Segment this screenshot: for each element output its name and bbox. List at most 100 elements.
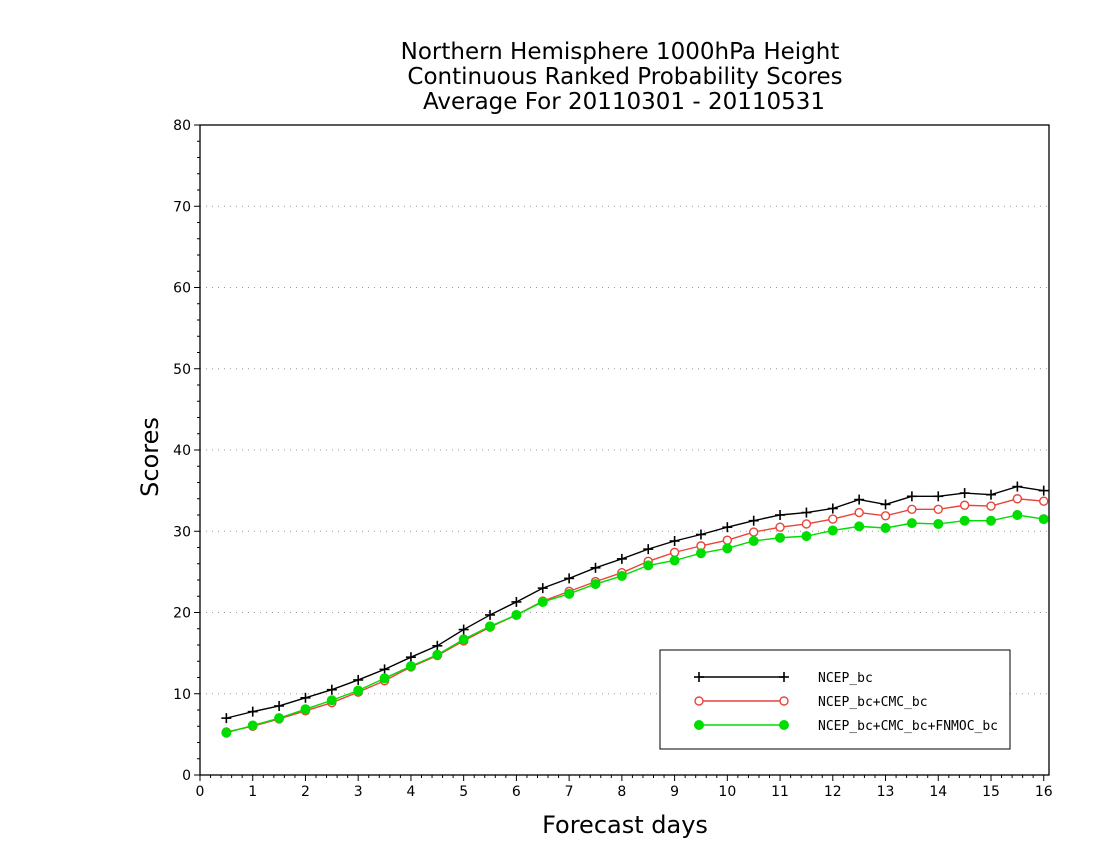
grid-lines	[200, 205, 1049, 695]
data-point	[959, 488, 970, 499]
legend: NCEP_bc NCEP_bc+CMC_bc NCEP_bc+CMC_bc+FNMO…	[659, 649, 1011, 750]
y-tick-label: 40	[173, 443, 191, 459]
plot-series	[221, 481, 1049, 738]
data-point	[564, 573, 575, 584]
data-point	[827, 503, 838, 514]
data-point	[300, 692, 311, 703]
data-point	[722, 522, 733, 533]
y-tick-label: 20	[173, 606, 191, 622]
data-point	[485, 621, 496, 632]
data-point	[828, 514, 838, 524]
data-point	[564, 588, 575, 599]
data-point	[379, 673, 390, 684]
data-point	[748, 515, 759, 526]
title-line-2: Continuous Ranked Probability Scores	[407, 64, 842, 90]
legend-entry: NCEP_bc	[694, 671, 873, 686]
data-point	[880, 499, 891, 510]
data-point	[722, 543, 733, 554]
y-tick-label: 70	[173, 199, 191, 215]
data-point	[1012, 494, 1023, 504]
data-point	[643, 544, 654, 555]
data-point	[221, 727, 232, 738]
data-point	[1012, 510, 1023, 520]
x-tick-label: 10	[718, 784, 736, 800]
x-axis-title: Forecast days	[542, 811, 708, 839]
data-point	[485, 609, 496, 620]
y-tick-label: 60	[173, 281, 191, 297]
legend-marker-end	[779, 720, 789, 730]
legend-entry: NCEP_bc+CMC_bc	[694, 695, 928, 710]
data-point	[405, 652, 416, 663]
data-point	[986, 501, 996, 511]
data-point	[959, 500, 970, 510]
data-point	[854, 507, 864, 518]
data-point	[247, 706, 258, 717]
title-line-3: Average For 20110301 - 20110531	[423, 89, 825, 115]
data-point	[511, 609, 522, 620]
data-point	[775, 510, 786, 520]
x-tick-label: 11	[771, 784, 789, 800]
chart-title: Northern Hemisphere 1000hPa Height Conti…	[401, 39, 843, 115]
data-point	[695, 529, 706, 540]
data-point	[353, 685, 364, 696]
data-point	[748, 536, 759, 546]
data-point	[748, 527, 759, 537]
data-point	[1012, 481, 1023, 492]
data-point	[458, 624, 469, 635]
legend-label: NCEP_bc+CMC_bc	[818, 695, 928, 710]
data-point	[1038, 514, 1049, 525]
data-point	[590, 562, 601, 573]
data-point	[985, 489, 996, 500]
legend-marker-end	[779, 672, 789, 682]
data-point	[695, 548, 706, 559]
data-point	[933, 504, 943, 515]
data-point	[906, 518, 917, 529]
y-tick-label: 10	[173, 687, 191, 703]
data-point	[616, 570, 627, 581]
data-point	[537, 596, 548, 607]
legend-label: NCEP_bc	[818, 671, 873, 686]
legend-marker-start	[694, 720, 704, 730]
x-tick-label: 0	[196, 784, 205, 800]
x-tick-label: 16	[1035, 784, 1053, 800]
data-point	[537, 583, 548, 594]
data-point	[1039, 496, 1049, 506]
x-tick-label: 4	[406, 784, 415, 800]
series-line	[226, 485, 1044, 719]
data-point	[985, 515, 996, 526]
legend-box	[659, 649, 1011, 750]
data-point	[300, 704, 311, 715]
data-point	[511, 596, 522, 607]
data-point	[907, 504, 917, 515]
data-point	[616, 553, 627, 564]
y-axis-title: Scores	[136, 417, 164, 497]
data-point	[379, 664, 390, 675]
data-point	[247, 720, 258, 731]
data-point	[880, 523, 891, 533]
data-point	[432, 649, 443, 660]
legend-label: NCEP_bc+CMC_bc+FNMOC_bc	[818, 719, 998, 734]
data-point	[775, 522, 785, 532]
data-point	[274, 713, 285, 724]
data-point	[326, 695, 337, 706]
legend-marker-start	[694, 672, 704, 682]
y-tick-label: 50	[173, 362, 191, 378]
data-point	[590, 579, 601, 590]
x-tick-label: 7	[565, 784, 574, 800]
data-point	[669, 536, 680, 546]
data-point	[827, 525, 838, 536]
data-point	[432, 640, 443, 651]
data-point	[1038, 485, 1049, 496]
data-point	[854, 494, 865, 505]
data-point	[933, 518, 944, 529]
x-tick-label: 2	[301, 784, 310, 800]
x-tick-label: 1	[248, 784, 257, 800]
x-tick-label: 9	[670, 784, 679, 800]
data-point	[775, 532, 786, 543]
data-point	[326, 684, 337, 695]
data-point	[880, 511, 891, 521]
data-point	[854, 521, 865, 532]
data-point	[959, 515, 970, 526]
data-point	[643, 560, 654, 571]
